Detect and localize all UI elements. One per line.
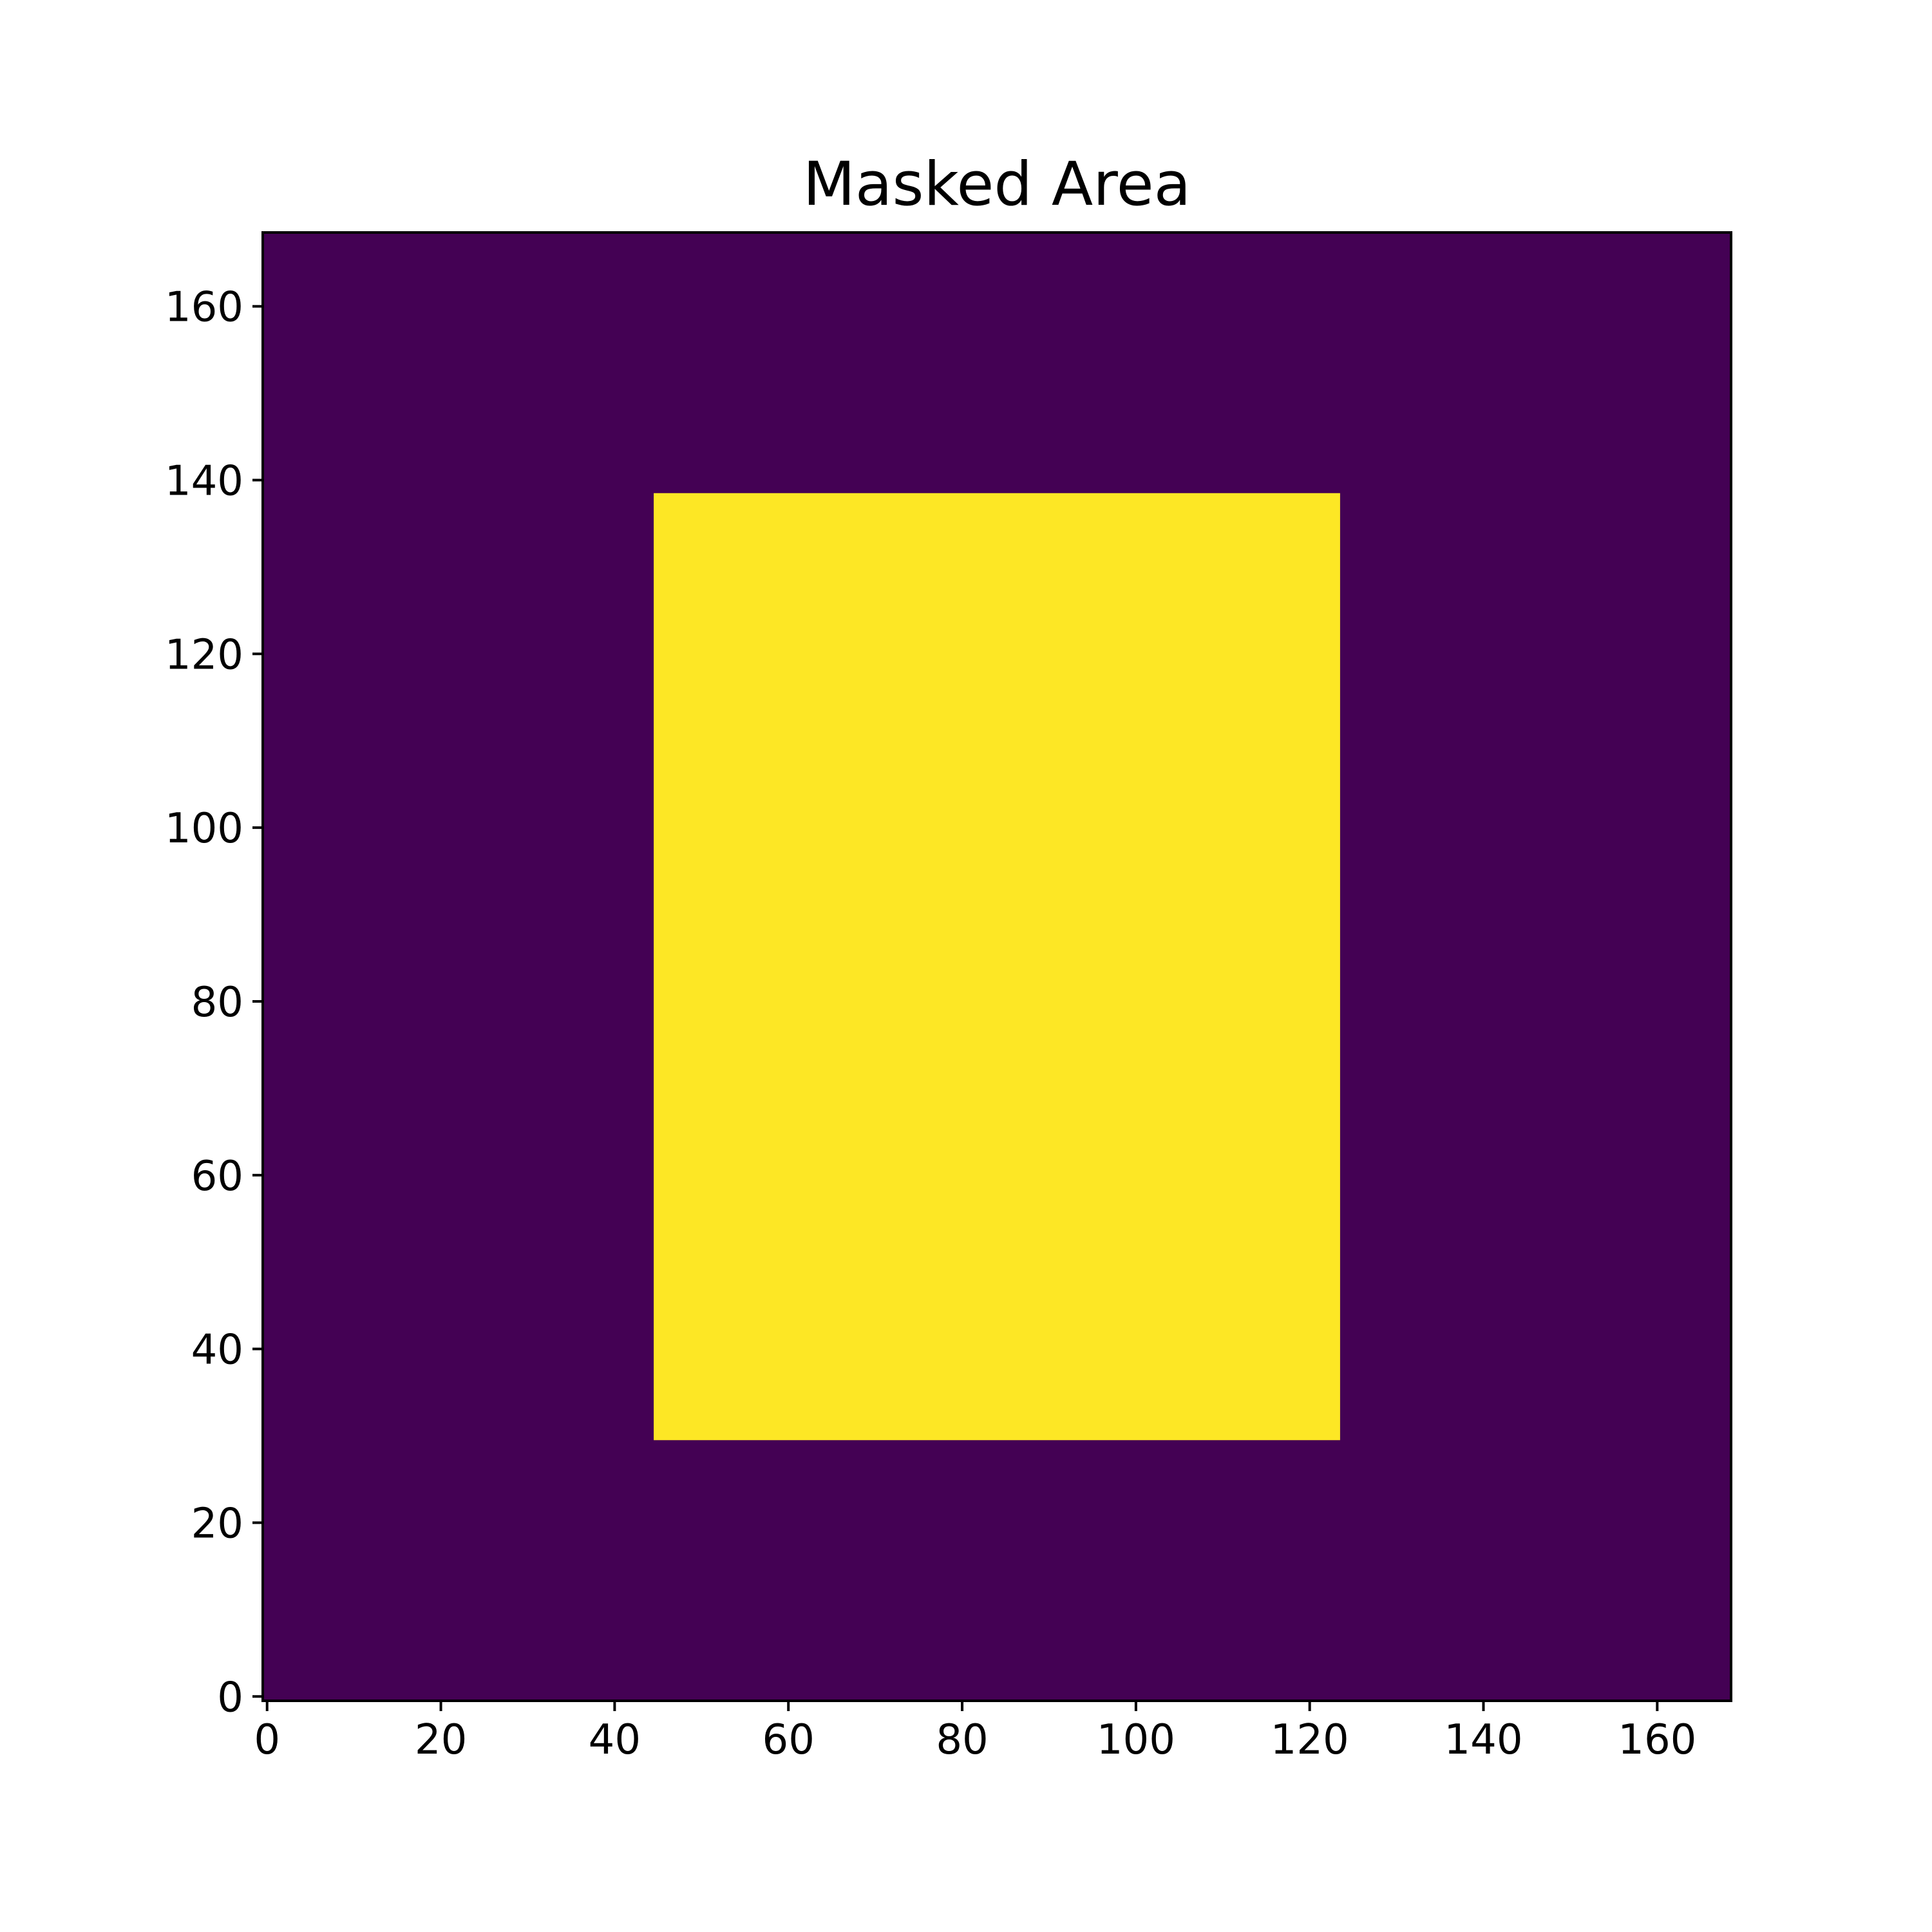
heatmap-mask-region [654,493,1340,1441]
x-tick-label: 120 [1271,1716,1349,1764]
y-tick-label: 20 [191,1500,243,1548]
y-tick-label: 100 [165,805,243,853]
y-tick-label: 120 [165,631,243,679]
y-tick-label: 40 [191,1327,243,1374]
x-tick-label: 100 [1097,1716,1175,1764]
y-tick-label: 160 [165,284,243,332]
x-tick-label: 160 [1618,1716,1696,1764]
x-axis: 0 20 40 60 80 100 120 140 160 [254,1701,1696,1764]
x-tick-label: 60 [762,1716,814,1764]
chart-title: Masked Area [803,149,1191,220]
y-axis: 0 20 40 60 80 100 120 140 160 [165,284,263,1722]
x-tick-label: 0 [254,1716,280,1764]
y-tick-label: 0 [217,1674,243,1721]
x-tick-label: 20 [415,1716,467,1764]
x-tick-label: 80 [936,1716,988,1764]
x-tick-label: 40 [589,1716,641,1764]
y-tick-label: 140 [165,457,243,505]
x-tick-label: 140 [1444,1716,1522,1764]
y-tick-label: 60 [191,1153,243,1200]
y-tick-label: 80 [191,979,243,1027]
